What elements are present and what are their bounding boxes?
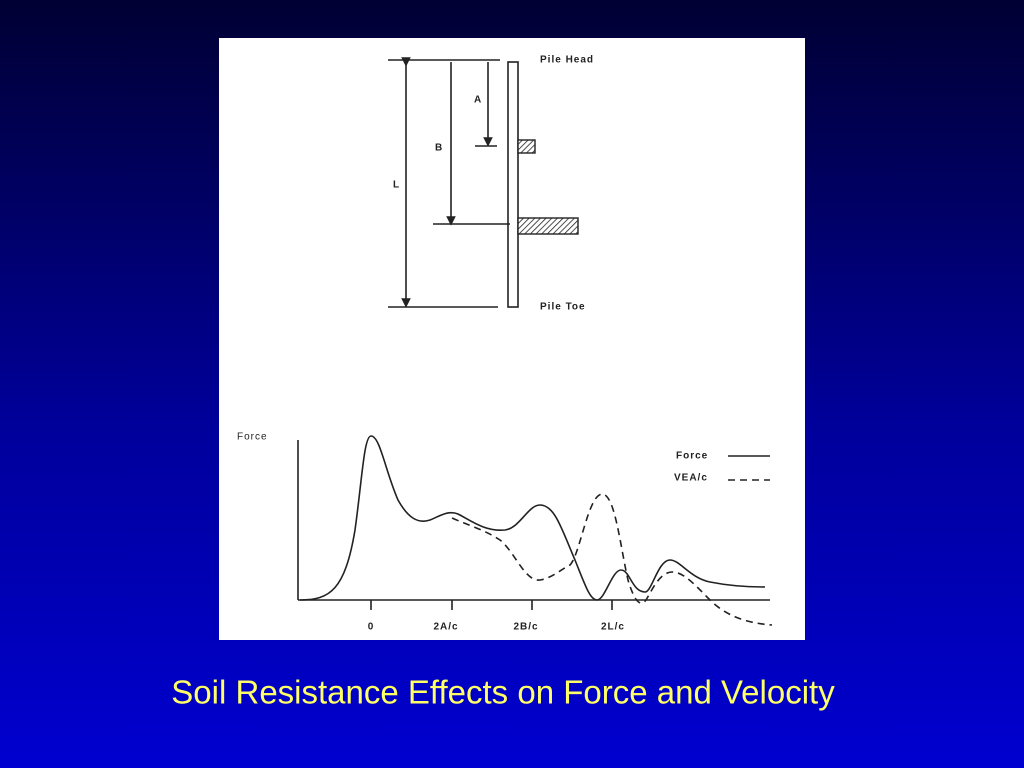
- y-axis-label: Force: [237, 432, 268, 443]
- l-label: L: [393, 180, 400, 191]
- slide-title: Soil Resistance Effects on Force and Vel…: [171, 674, 835, 711]
- force-curve: [299, 435, 766, 601]
- pile-head-label: Pile Head: [540, 55, 594, 66]
- legend-label: VEA/c: [674, 473, 708, 484]
- x-tick-label: 0: [368, 622, 375, 633]
- resistance-large: [517, 217, 579, 235]
- figure: Pile Head Pile Toe A B L Force 0 2A/c 2B…: [219, 38, 805, 640]
- pile-diagram: Pile Head Pile Toe A B L: [388, 55, 594, 313]
- x-tick-label: 2A/c: [433, 622, 458, 633]
- pile: [507, 61, 519, 308]
- a-label: A: [474, 95, 482, 106]
- pile-toe-label: Pile Toe: [540, 302, 586, 313]
- legend-label: Force: [676, 451, 708, 462]
- velocity-curve: [451, 493, 773, 626]
- b-label: B: [435, 143, 443, 154]
- resistance-small: [517, 139, 536, 154]
- x-tick-label: 2B/c: [513, 622, 538, 633]
- x-tick-label: 2L/c: [601, 622, 625, 633]
- force-graph: Force 0 2A/c 2B/c 2L/c Force VEA/c: [237, 432, 773, 633]
- x-ticks: 0 2A/c 2B/c 2L/c: [368, 600, 625, 633]
